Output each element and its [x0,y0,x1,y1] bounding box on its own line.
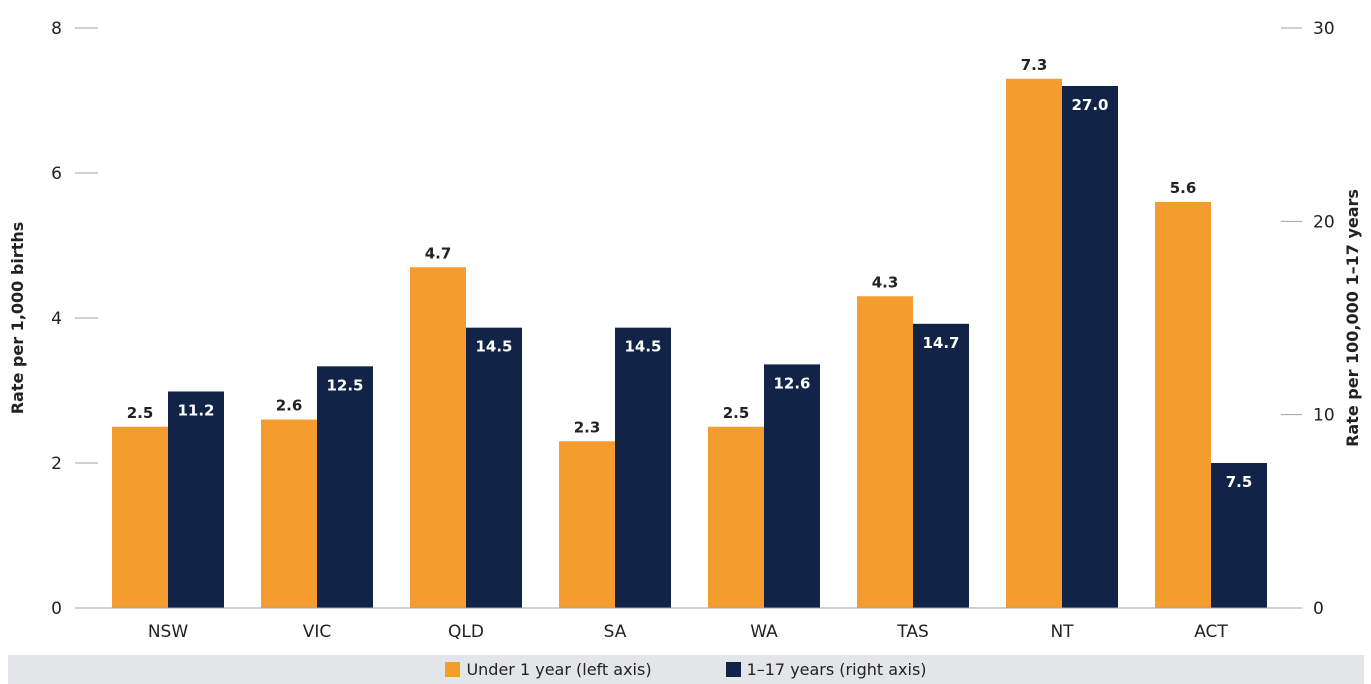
x-axis: NSW VIC QLD SA WA TAS NT ACT [93,607,1286,642]
x-tick-label-qld: QLD [448,622,484,642]
bar-under-1-wa [708,426,764,608]
bar-1-17-qld [466,327,522,608]
bar-1-17-vic [317,366,373,608]
legend-label-under-1: Under 1 year (left axis) [466,660,652,679]
legend-label-1-17: 1–17 years (right axis) [746,660,927,679]
left-tick-label: 6 [51,164,62,184]
data-label-1-17-qld: 14.5 [475,338,512,356]
y2-axis-title: Rate per 100,000 1–17 years [1343,189,1362,447]
y-axis-title: Rate per 1,000 births [8,222,27,415]
data-label-under-1-tas: 4.3 [872,273,899,291]
bar-1-17-act [1211,463,1267,608]
bar-1-17-nt [1062,86,1118,608]
x-tick-label-sa: SA [604,622,627,642]
right-tick-label: 30 [1313,19,1335,39]
x-tick-label-vic: VIC [303,622,332,642]
right-tick-label: 0 [1313,599,1324,619]
data-label-under-1-qld: 4.7 [425,244,452,262]
x-tick-label-nsw: NSW [148,622,189,642]
right-tick-label: 20 [1313,212,1335,232]
data-label-1-17-nt: 27.0 [1071,96,1108,114]
bar-1-17-sa [615,327,671,608]
bar-under-1-vic [261,419,317,608]
bar-1-17-wa [764,364,820,608]
bar-under-1-nsw [112,426,168,608]
legend-swatch-1-17 [725,662,741,677]
right-tick-label: 10 [1313,406,1335,426]
data-label-1-17-wa: 12.6 [773,374,810,392]
left-tick-label: 2 [51,454,62,474]
x-tick-label-tas: TAS [896,622,929,642]
data-label-1-17-act: 7.5 [1226,473,1253,491]
data-label-under-1-nsw: 2.5 [127,404,154,422]
bar-under-1-qld [410,267,466,608]
x-tick-label-act: ACT [1194,622,1228,642]
data-label-under-1-wa: 2.5 [723,404,750,422]
legend-swatch-under-1 [445,662,461,677]
bar-under-1-sa [559,441,615,608]
legend-item-1-17: 1–17 years (right axis) [725,660,927,679]
left-tick-label: 0 [51,599,62,619]
right-axis: 0 10 20 30 [1281,19,1335,619]
x-tick-label-nt: NT [1050,622,1074,642]
bars: 2.5 11.2 2.6 12.5 4.7 14.5 2.3 14.5 2.5 12.6 4.3 14… [112,56,1267,608]
x-tick-label-wa: WA [750,622,778,642]
left-tick-label: 4 [51,309,62,329]
bar-under-1-tas [857,296,913,608]
bar-1-17-tas [913,323,969,608]
data-label-under-1-sa: 2.3 [574,418,601,436]
bar-1-17-nsw [168,391,224,608]
data-label-1-17-vic: 12.5 [326,376,363,394]
data-label-1-17-sa: 14.5 [624,338,661,356]
left-tick-label: 8 [51,19,62,39]
data-label-1-17-nsw: 11.2 [177,401,214,419]
bar-under-1-act [1155,202,1211,608]
bar-under-1-nt [1006,78,1062,608]
data-label-under-1-vic: 2.6 [276,397,303,415]
legend-item-under-1: Under 1 year (left axis) [445,660,652,679]
legend: Under 1 year (left axis) 1–17 years (rig… [8,655,1364,684]
data-label-1-17-tas: 14.7 [922,334,959,352]
left-axis: 0 2 4 6 8 [51,19,98,619]
data-label-under-1-nt: 7.3 [1021,56,1048,74]
data-label-under-1-act: 5.6 [1170,179,1197,197]
